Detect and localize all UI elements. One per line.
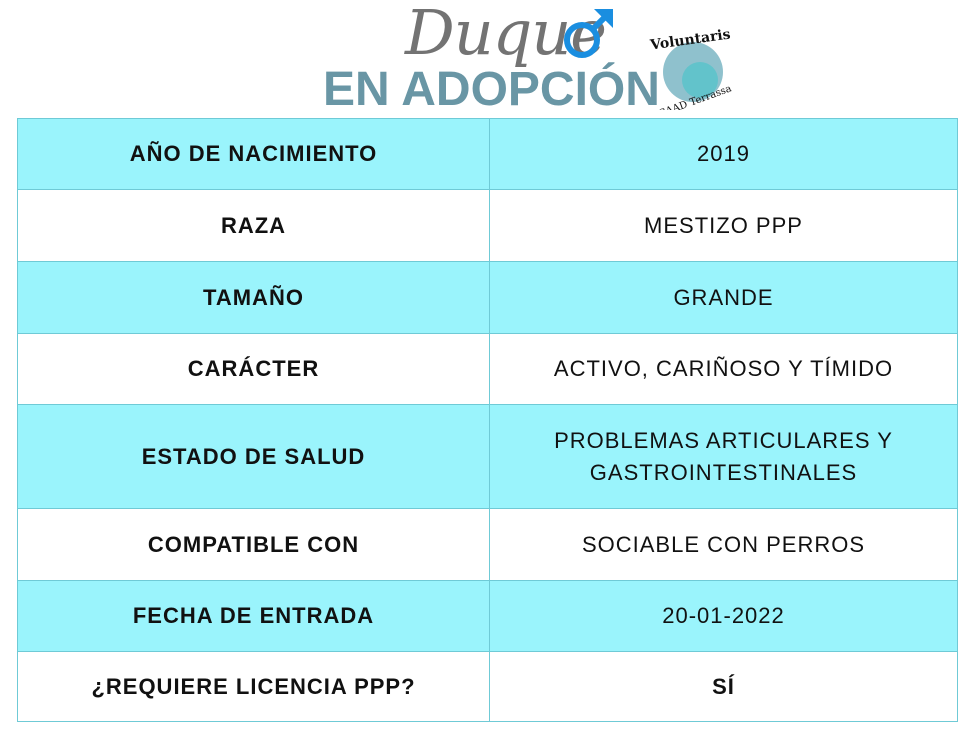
dog-name: Duque [405,0,607,69]
page-title: EN ADOPCIÓN [323,63,660,116]
row-value: SOCIABLE CON PERROS [489,508,958,581]
table-row: TAMAÑO GRANDE [17,261,958,334]
table-row: CARÁCTER ACTIVO, CARIÑOSO Y TÍMIDO [17,333,958,405]
row-label: TAMAÑO [17,261,490,334]
table-row: COMPATIBLE CON SOCIABLE CON PERROS [17,508,958,581]
row-label: FECHA DE ENTRADA [17,580,490,652]
male-icon [564,9,613,58]
row-label: RAZA [17,189,490,262]
table-row: FECHA DE ENTRADA 20-01-2022 [17,580,958,652]
table-row: AÑO DE NACIMIENTO 2019 [17,118,958,190]
table-row: ¿REQUIERE LICENCIA PPP? SÍ [17,651,958,722]
row-value: 20-01-2022 [489,580,958,652]
row-label: COMPATIBLE CON [17,508,490,581]
info-table: AÑO DE NACIMIENTO 2019 RAZA MESTIZO PPP TAMA… [17,118,958,722]
row-label: ¿REQUIERE LICENCIA PPP? [17,651,490,722]
row-value: GRANDE [489,261,958,334]
row-value: 2019 [489,118,958,190]
table-row: RAZA MESTIZO PPP [17,189,958,262]
row-label: AÑO DE NACIMIENTO [17,118,490,190]
row-value: PROBLEMAS ARTICULARES Y GASTROINTESTINAL… [489,404,958,509]
row-label: CARÁCTER [17,333,490,405]
row-value: SÍ [489,651,958,722]
row-value: MESTIZO PPP [489,189,958,262]
voluntaris-logo: Voluntaris CAAD Terrassa [648,26,733,110]
row-label: ESTADO DE SALUD [17,404,490,509]
row-value: ACTIVO, CARIÑOSO Y TÍMIDO [489,333,958,405]
table-row: ESTADO DE SALUD PROBLEMAS ARTICULARES Y G… [17,404,958,509]
